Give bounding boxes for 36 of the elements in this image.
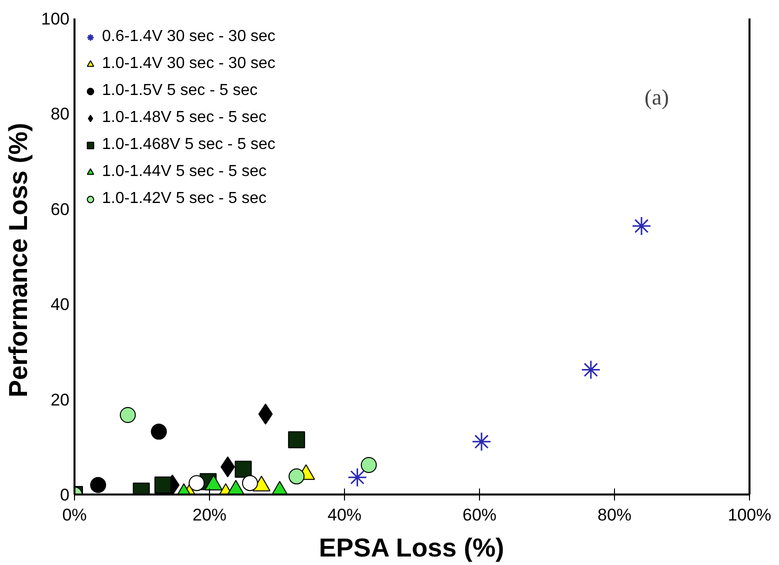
point	[154, 476, 172, 494]
legend-label: 1.0-1.42V 5 sec - 5 sec	[102, 189, 267, 209]
annotation: (a)	[644, 84, 669, 110]
point	[360, 457, 377, 473]
point	[288, 468, 305, 484]
y-tick-label: 0	[60, 486, 70, 504]
point	[348, 468, 368, 488]
y-axis-title: Performance Loss (%)	[3, 122, 34, 398]
legend-label: 1.0-1.4V 30 sec - 30 sec	[102, 54, 276, 74]
legend-label: 1.0-1.5V 5 sec - 5 sec	[102, 81, 258, 101]
point	[234, 460, 252, 478]
legend-label: 1.0-1.48V 5 sec - 5 sec	[102, 108, 267, 128]
legend-label: 0.6-1.4V 30 sec - 30 sec	[102, 27, 276, 47]
y-tick-label: 80	[50, 104, 70, 124]
point	[632, 216, 652, 236]
y-tick-label: 40	[50, 295, 70, 314]
x-tick-label: 40%	[327, 506, 362, 524]
point	[288, 431, 306, 448]
x-tick-label: 0%	[62, 506, 87, 524]
point	[120, 407, 136, 423]
y-tick-label: 20	[50, 390, 70, 410]
legend-label: 1.0-1.468V 5 sec - 5 sec	[102, 135, 276, 155]
y-tick-label: 60	[50, 200, 70, 219]
point	[188, 475, 205, 492]
point	[472, 432, 492, 452]
point	[242, 475, 258, 492]
point	[90, 476, 106, 493]
x-tick-label: 80%	[597, 506, 632, 524]
y-tick-label: 100	[41, 10, 70, 28]
x-axis-title: EPSA Loss (%)	[318, 532, 504, 562]
x-tick-label: 100%	[728, 506, 772, 524]
point	[150, 424, 167, 440]
legend-label: 1.0-1.44V 5 sec - 5 sec	[102, 162, 267, 182]
x-tick-label: 60%	[462, 506, 497, 524]
point	[581, 360, 601, 380]
x-tick-label: 20%	[192, 506, 227, 524]
